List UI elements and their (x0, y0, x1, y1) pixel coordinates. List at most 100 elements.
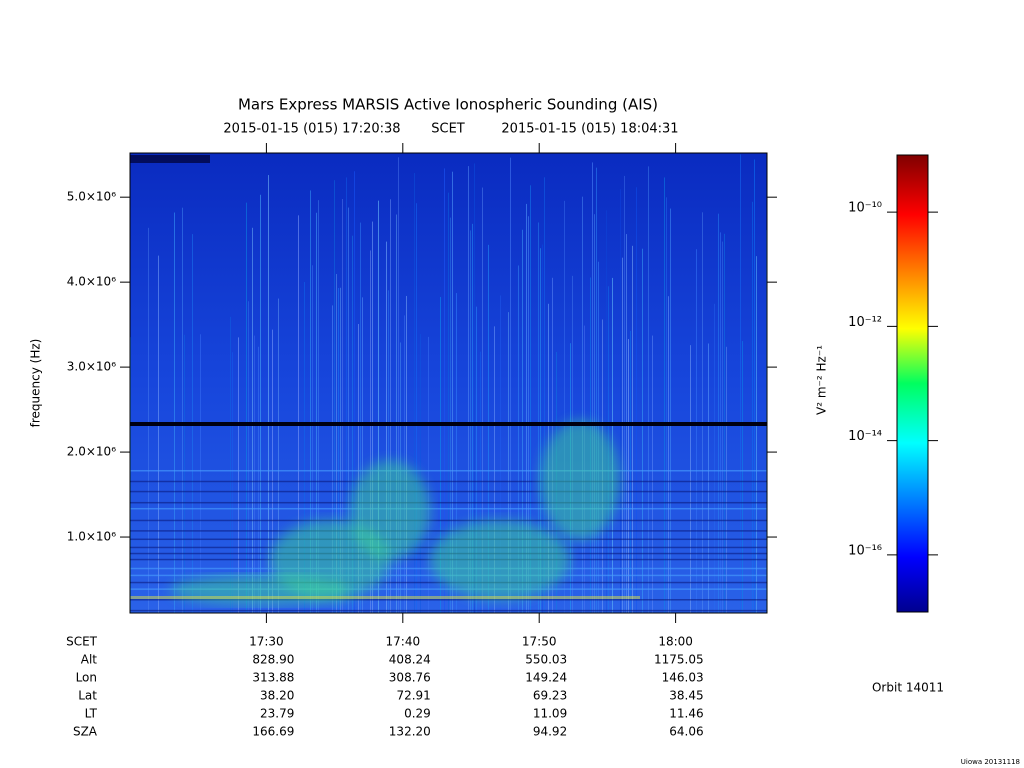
texture (510, 157, 511, 613)
texture (544, 177, 545, 613)
texture (708, 343, 709, 613)
texture (342, 199, 343, 613)
texture (318, 200, 319, 613)
texture (268, 175, 269, 613)
ephemeris-label: Lat (78, 689, 97, 703)
texture (170, 575, 350, 605)
texture (696, 249, 697, 614)
colorbar-tick-label: 10⁻¹² (848, 315, 882, 330)
texture (702, 212, 703, 613)
orbit-label: Orbit 14011 (872, 681, 944, 695)
texture (428, 336, 429, 613)
texture (332, 305, 333, 613)
texture (252, 227, 253, 613)
texture (260, 194, 261, 613)
texture (528, 216, 529, 614)
texture (592, 162, 593, 613)
colorbar (896, 154, 929, 613)
texture (740, 154, 741, 613)
texture (396, 214, 397, 613)
texture (582, 196, 583, 613)
texture (258, 346, 259, 613)
texture (130, 530, 767, 532)
texture (718, 213, 719, 613)
texture (494, 326, 495, 613)
texture (298, 215, 299, 613)
texture (182, 207, 183, 613)
texture (622, 257, 623, 613)
texture (456, 293, 457, 613)
ephemeris-value: 828.90 (252, 653, 294, 667)
ephemeris-label: LT (85, 707, 98, 721)
texture (538, 222, 539, 613)
ephemeris-label: SCET (66, 635, 98, 649)
texture (336, 274, 337, 613)
texture (334, 180, 335, 613)
texture (518, 265, 519, 613)
texture (398, 157, 399, 613)
ephemeris-value: 308.76 (389, 671, 431, 685)
texture (470, 230, 471, 613)
ephemeris-value: 69.23 (533, 689, 567, 703)
texture (130, 490, 767, 493)
texture (130, 155, 210, 163)
texture (752, 201, 753, 613)
texture (130, 609, 767, 612)
ephemeris-value: 313.88 (252, 671, 294, 685)
texture (522, 229, 523, 613)
texture (232, 352, 233, 613)
texture (624, 175, 625, 613)
texture (488, 244, 489, 613)
y-tick-label: 2.0×10⁶ (67, 445, 116, 459)
texture (628, 339, 629, 613)
texture (596, 167, 597, 613)
texture (420, 334, 421, 613)
chart-title: Mars Express MARSIS Active Ionospheric S… (238, 96, 658, 114)
ephemeris-value: 149.24 (525, 671, 567, 685)
texture (666, 197, 667, 614)
texture (482, 187, 483, 613)
texture (444, 168, 445, 613)
colorbar-label: V² m⁻² Hz⁻¹ (815, 345, 829, 415)
texture (430, 520, 570, 600)
texture (316, 212, 317, 613)
plot-frame (129, 152, 768, 614)
texture (564, 200, 565, 613)
texture (406, 295, 407, 613)
footer: Uiowa 20131118 (961, 758, 1020, 766)
texture (668, 296, 669, 613)
texture (304, 282, 305, 613)
texture (526, 203, 527, 613)
texture (508, 312, 509, 613)
start-time: 2015-01-15 (015) 17:20:38 (223, 122, 400, 137)
ephemeris-value: 11.09 (533, 707, 567, 721)
texture (540, 420, 620, 540)
texture (130, 422, 767, 426)
texture (606, 210, 607, 613)
texture (756, 256, 757, 613)
texture (472, 223, 473, 613)
texture (652, 335, 653, 613)
texture (542, 244, 543, 613)
colorbar-tick-label: 10⁻¹⁰ (848, 201, 882, 216)
x-tick-label: 17:40 (386, 635, 421, 649)
texture (726, 346, 727, 613)
texture (632, 245, 633, 613)
ephemeris-label: Lon (76, 671, 97, 685)
end-time: 2015-01-15 (015) 18:04:31 (501, 122, 678, 137)
ephemeris-value: 11.46 (669, 707, 703, 721)
texture (130, 501, 767, 504)
texture (474, 163, 475, 613)
texture (278, 298, 279, 613)
y-tick-label: 3.0×10⁶ (67, 360, 116, 374)
texture (130, 507, 767, 510)
texture (386, 241, 387, 613)
colorbar-tick-label: 10⁻¹⁴ (848, 429, 882, 444)
texture (664, 177, 665, 614)
x-tick-label: 17:50 (522, 635, 557, 649)
y-tick-label: 1.0×10⁶ (67, 530, 116, 544)
texture (670, 208, 671, 613)
texture (448, 192, 449, 613)
texture (346, 177, 347, 613)
texture (372, 221, 373, 613)
